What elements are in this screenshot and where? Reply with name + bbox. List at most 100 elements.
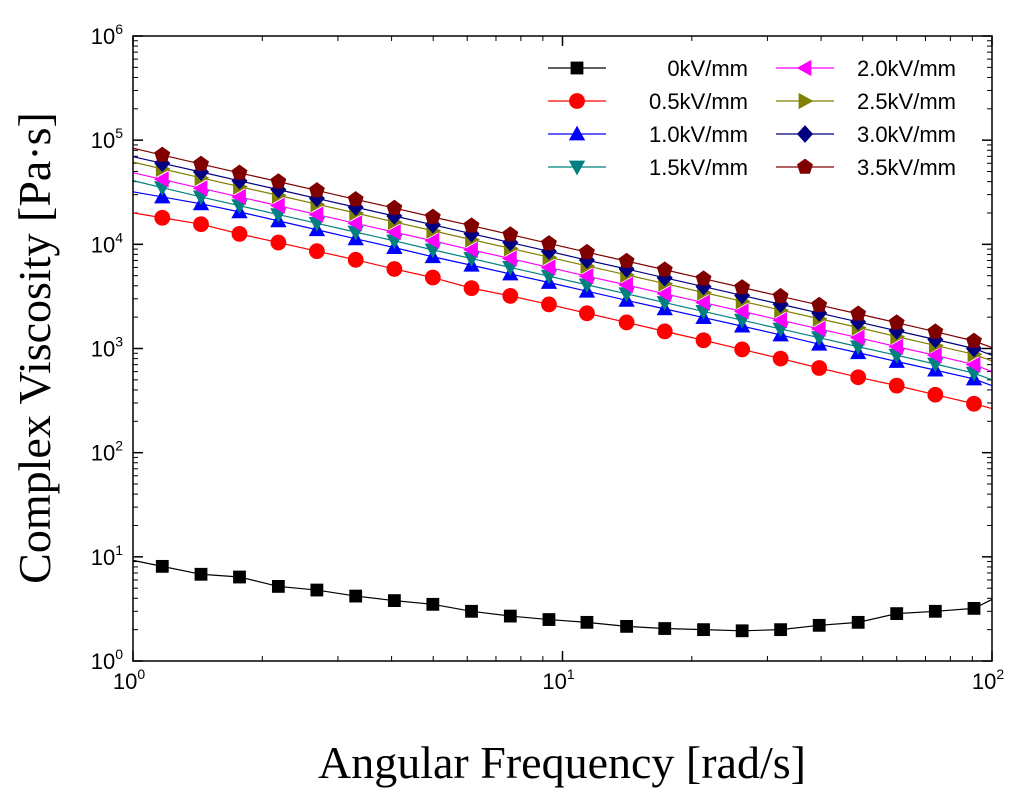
legend-item: 1.5kV/mm [548, 155, 748, 180]
data-point [810, 320, 826, 338]
data-point [620, 619, 633, 633]
data-point [426, 597, 440, 611]
series-1 [132, 209, 993, 412]
data-point [890, 607, 904, 621]
data-point [154, 188, 171, 204]
data-point [849, 329, 865, 346]
series-0 [132, 559, 993, 638]
series-2 [132, 188, 993, 387]
data-point [347, 251, 364, 268]
data-point [270, 234, 287, 251]
data-point [966, 395, 982, 412]
legend-label: 0kV/mm [667, 56, 748, 81]
data-point [231, 188, 246, 206]
legend-label: 0.5kV/mm [649, 89, 748, 114]
series-line [132, 156, 993, 356]
data-point [541, 296, 557, 313]
legend-item: 3.0kV/mm [776, 122, 956, 147]
data-point [540, 259, 556, 276]
data-point [310, 583, 324, 597]
series-7 [132, 146, 993, 349]
data-point [772, 312, 788, 329]
data-point [774, 623, 788, 637]
legend-marker [570, 61, 584, 75]
series-line [132, 180, 993, 381]
data-point [193, 155, 209, 171]
data-point [927, 347, 942, 364]
data-point [618, 314, 635, 331]
data-point [578, 267, 594, 285]
legend: 0kV/mm 0.5kV/mm 1.0kV/mm 1.5kV/mm 2.0kV/mm 2.… [548, 56, 956, 180]
legend-label: 2.5kV/mm [857, 89, 956, 114]
data-point [386, 261, 403, 277]
data-point [656, 323, 673, 340]
data-point [347, 215, 363, 232]
data-point [967, 601, 981, 615]
data-point [231, 164, 248, 180]
legend-item: 2.0kV/mm [776, 56, 956, 81]
data-point [349, 589, 363, 603]
data-point [734, 341, 751, 358]
data-point [386, 199, 403, 215]
data-point [308, 243, 325, 260]
data-point [697, 623, 710, 637]
data-point [542, 613, 556, 626]
y-tick-label: 104 [91, 229, 123, 257]
legend-label: 2.0kV/mm [857, 56, 956, 81]
data-point [888, 314, 905, 330]
data-point [502, 250, 517, 267]
data-point [154, 146, 171, 162]
legend-marker [797, 158, 813, 174]
series-line [132, 559, 993, 632]
data-point [695, 294, 710, 311]
data-point [503, 609, 517, 623]
data-point [772, 287, 789, 304]
data-point [155, 559, 169, 573]
x-tick-label: 100 [113, 666, 145, 694]
data-point [424, 208, 441, 224]
data-point [347, 191, 364, 207]
series-layer [132, 146, 993, 638]
y-tick-label: 101 [91, 542, 123, 570]
data-point [502, 287, 519, 304]
y-axis-title: Complex Viscosity [Pa·s] [9, 112, 60, 584]
data-point [928, 604, 942, 618]
data-point [927, 386, 944, 403]
data-point [153, 171, 169, 188]
major-ticks [132, 35, 993, 662]
legend-label: 1.0kV/mm [649, 122, 748, 147]
x-tick-label: 101 [542, 666, 574, 694]
data-point [271, 580, 285, 593]
minor-ticks [133, 36, 992, 661]
data-point [580, 615, 594, 629]
data-point [811, 360, 828, 376]
data-point [927, 323, 944, 339]
legend-marker [569, 93, 585, 109]
legend-marker [796, 125, 814, 143]
data-point [811, 296, 828, 312]
data-point [966, 332, 982, 348]
data-point [735, 624, 749, 638]
data-point [308, 206, 324, 223]
y-tick-label: 103 [91, 334, 123, 362]
legend-item: 2.5kV/mm [776, 89, 956, 114]
legend-marker [798, 92, 814, 110]
data-point [733, 303, 749, 320]
data-point [270, 173, 287, 189]
y-tick-label: 105 [91, 125, 123, 153]
data-point [463, 217, 480, 233]
data-point [656, 285, 672, 302]
x-axis-title: Angular Frequency [rad/s] [318, 737, 806, 788]
data-point [656, 261, 673, 277]
data-point [424, 232, 440, 250]
data-point [465, 604, 478, 618]
legend-label: 1.5kV/mm [649, 155, 748, 180]
data-point [154, 209, 171, 226]
legend-item: 0kV/mm [548, 56, 748, 81]
data-point [965, 356, 981, 373]
data-point [579, 305, 595, 322]
tick-labels: 100 101 102 100 101 102 103 104 105 106 [91, 21, 1005, 694]
data-point [772, 350, 789, 367]
